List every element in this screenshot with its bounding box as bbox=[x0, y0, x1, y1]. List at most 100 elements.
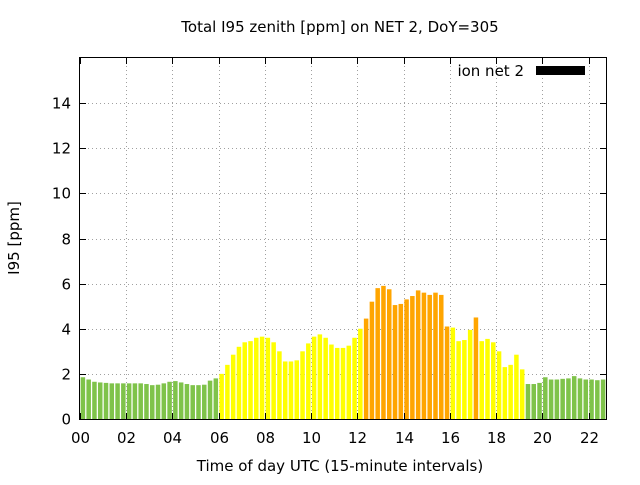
bar bbox=[144, 384, 149, 419]
bar bbox=[282, 361, 288, 419]
bar bbox=[340, 347, 346, 419]
bar bbox=[485, 338, 490, 419]
x-tick-label: 16 bbox=[441, 429, 460, 447]
bar bbox=[450, 327, 456, 419]
bar bbox=[427, 294, 432, 419]
bar bbox=[583, 379, 589, 419]
bar bbox=[86, 379, 91, 419]
bar bbox=[369, 301, 375, 419]
bar bbox=[415, 290, 421, 419]
bar bbox=[259, 336, 265, 419]
bar bbox=[444, 326, 450, 419]
bar bbox=[386, 289, 392, 419]
bar bbox=[277, 351, 282, 419]
bar bbox=[155, 384, 161, 419]
bar bbox=[132, 383, 138, 419]
bar bbox=[225, 364, 230, 419]
bar bbox=[421, 292, 427, 419]
bar bbox=[456, 341, 461, 419]
bar bbox=[554, 379, 560, 419]
legend-swatch bbox=[536, 66, 585, 75]
bar bbox=[317, 334, 323, 419]
y-axis-label: I95 [ppm] bbox=[5, 201, 23, 275]
y-tick-label: 8 bbox=[61, 231, 71, 249]
bar bbox=[92, 381, 97, 419]
bar bbox=[577, 378, 583, 419]
bar bbox=[254, 337, 259, 419]
bar bbox=[404, 299, 409, 419]
bar bbox=[491, 342, 496, 419]
bar bbox=[323, 337, 328, 419]
y-tick-label: 0 bbox=[61, 411, 71, 429]
bar bbox=[496, 351, 502, 419]
x-tick-label: 14 bbox=[395, 429, 414, 447]
bar bbox=[346, 345, 352, 419]
bar bbox=[525, 384, 531, 419]
y-tick-label: 14 bbox=[52, 95, 71, 113]
bar bbox=[595, 380, 600, 419]
bar bbox=[514, 354, 519, 419]
bar bbox=[473, 317, 479, 419]
bar bbox=[161, 383, 167, 419]
bar bbox=[537, 382, 542, 419]
bar bbox=[202, 384, 207, 419]
y-tick-label: 4 bbox=[61, 321, 71, 339]
bar bbox=[548, 379, 554, 419]
y-tick-label: 10 bbox=[52, 185, 71, 203]
plot-frame bbox=[79, 57, 607, 420]
bar bbox=[433, 292, 438, 419]
bar bbox=[571, 376, 577, 419]
bar bbox=[352, 337, 357, 419]
bar bbox=[80, 377, 86, 419]
bar bbox=[265, 337, 271, 419]
bar bbox=[207, 380, 213, 419]
x-tick-label: 08 bbox=[256, 429, 275, 447]
y-tick-label: 6 bbox=[61, 276, 71, 294]
bar bbox=[115, 383, 120, 419]
x-tick-label: 00 bbox=[71, 429, 90, 447]
bar bbox=[219, 373, 224, 419]
bar bbox=[149, 385, 155, 419]
bar bbox=[508, 364, 513, 419]
bar bbox=[531, 384, 537, 419]
bar bbox=[294, 360, 300, 419]
bar bbox=[519, 369, 525, 419]
bar bbox=[109, 383, 115, 419]
bar bbox=[398, 303, 404, 419]
bar bbox=[566, 378, 571, 419]
chart-title: Total I95 zenith [ppm] on NET 2, DoY=305 bbox=[180, 18, 498, 36]
bar bbox=[236, 346, 242, 419]
bar bbox=[230, 354, 236, 419]
bar bbox=[167, 381, 172, 419]
bar bbox=[311, 336, 317, 419]
bar bbox=[329, 344, 334, 419]
bar bbox=[190, 385, 195, 419]
x-tick-label: 04 bbox=[163, 429, 182, 447]
bar bbox=[439, 294, 444, 419]
bar bbox=[248, 341, 253, 419]
x-tick-label: 20 bbox=[533, 429, 552, 447]
bar bbox=[196, 385, 201, 419]
bar bbox=[97, 382, 103, 419]
legend: ion net 2 bbox=[457, 62, 585, 80]
bar bbox=[392, 305, 398, 419]
bar bbox=[467, 329, 473, 419]
bar bbox=[213, 378, 219, 419]
bar bbox=[288, 361, 294, 419]
bar bbox=[306, 343, 311, 419]
x-tick-label: 18 bbox=[487, 429, 506, 447]
x-tick-label: 02 bbox=[117, 429, 136, 447]
bar bbox=[358, 328, 363, 419]
bar bbox=[560, 378, 565, 419]
bar bbox=[479, 341, 484, 419]
bar bbox=[184, 384, 190, 419]
bar bbox=[138, 383, 143, 419]
bar bbox=[375, 288, 380, 419]
bar bbox=[173, 381, 178, 419]
bar bbox=[271, 342, 276, 419]
x-tick-label: 22 bbox=[580, 429, 599, 447]
bar bbox=[462, 340, 467, 419]
bar bbox=[334, 347, 340, 419]
